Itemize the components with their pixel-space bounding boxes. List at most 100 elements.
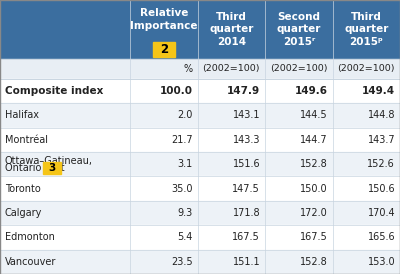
Bar [198,152,265,176]
Text: Vancouver: Vancouver [5,257,56,267]
Text: Third
quarter
2015ᵖ: Third quarter 2015ᵖ [344,12,388,47]
Text: (2002=100): (2002=100) [202,64,260,73]
Bar [0,250,130,274]
Text: 143.7: 143.7 [368,135,395,145]
Text: 2.0: 2.0 [177,110,193,121]
Bar [265,79,332,103]
FancyBboxPatch shape [153,42,175,57]
Text: 9.3: 9.3 [178,208,193,218]
Bar [130,225,198,250]
Bar [0,152,130,176]
Bar [265,103,332,128]
FancyBboxPatch shape [43,162,61,174]
Text: 147.9: 147.9 [227,86,260,96]
Bar [265,0,332,59]
Bar [130,201,198,225]
Bar [332,0,400,59]
Text: 150.0: 150.0 [300,184,328,194]
Bar [0,0,130,59]
Text: 171.8: 171.8 [232,208,260,218]
Bar [332,201,400,225]
Text: 147.5: 147.5 [232,184,260,194]
Text: 152.6: 152.6 [368,159,395,169]
Bar [265,152,332,176]
Bar [130,59,198,79]
Bar [332,103,400,128]
Text: 152.8: 152.8 [300,257,328,267]
Bar [198,176,265,201]
Bar [130,79,198,103]
Text: 143.3: 143.3 [233,135,260,145]
Bar [332,59,400,79]
Text: 23.5: 23.5 [171,257,193,267]
Bar [0,103,130,128]
Bar [0,225,130,250]
Text: Calgary: Calgary [5,208,42,218]
Text: 5.4: 5.4 [177,232,193,242]
Text: 153.0: 153.0 [368,257,395,267]
Text: 149.4: 149.4 [362,86,395,96]
Text: 152.8: 152.8 [300,159,328,169]
Text: Montréal: Montréal [5,135,48,145]
Text: 144.8: 144.8 [368,110,395,121]
Text: 167.5: 167.5 [300,232,328,242]
Bar [332,225,400,250]
Bar [130,0,198,59]
Bar [198,250,265,274]
Bar [198,225,265,250]
Bar [198,128,265,152]
Bar [265,201,332,225]
Text: 3.1: 3.1 [178,159,193,169]
Bar [265,250,332,274]
Text: 170.4: 170.4 [368,208,395,218]
Text: 3: 3 [48,163,56,173]
Text: 143.1: 143.1 [233,110,260,121]
Text: Ontario part: Ontario part [5,163,64,173]
Bar [130,128,198,152]
Text: 167.5: 167.5 [232,232,260,242]
Bar [332,128,400,152]
Bar [332,250,400,274]
Bar [332,152,400,176]
Text: 165.6: 165.6 [368,232,395,242]
Text: Toronto: Toronto [5,184,40,194]
Bar [0,79,130,103]
Text: Second
quarter
2015ʳ: Second quarter 2015ʳ [276,12,321,47]
Text: 2: 2 [160,43,168,56]
Bar [130,103,198,128]
Text: Halifax: Halifax [5,110,39,121]
Text: 151.1: 151.1 [232,257,260,267]
Text: 149.6: 149.6 [295,86,328,96]
Text: Composite index: Composite index [5,86,103,96]
Bar [198,201,265,225]
Text: 35.0: 35.0 [171,184,193,194]
Text: Relative
Importance: Relative Importance [130,8,198,31]
Text: Third
quarter
2014: Third quarter 2014 [209,12,254,47]
Bar [265,59,332,79]
Bar [265,225,332,250]
Bar [265,176,332,201]
Text: 150.6: 150.6 [368,184,395,194]
Text: 144.5: 144.5 [300,110,328,121]
Bar [130,250,198,274]
Bar [198,79,265,103]
Bar [0,176,130,201]
Text: 144.7: 144.7 [300,135,328,145]
Bar [265,128,332,152]
Bar [198,103,265,128]
Bar [332,79,400,103]
Bar [332,176,400,201]
Bar [0,201,130,225]
Bar [0,59,130,79]
Text: Ottawa–Gatineau,: Ottawa–Gatineau, [5,156,93,166]
Bar [198,0,265,59]
Text: 151.6: 151.6 [232,159,260,169]
Bar [0,128,130,152]
Text: 100.0: 100.0 [160,86,193,96]
Text: 172.0: 172.0 [300,208,328,218]
Text: Edmonton: Edmonton [5,232,55,242]
Text: 21.7: 21.7 [171,135,193,145]
Text: (2002=100): (2002=100) [270,64,328,73]
Bar [130,176,198,201]
Text: (2002=100): (2002=100) [338,64,395,73]
